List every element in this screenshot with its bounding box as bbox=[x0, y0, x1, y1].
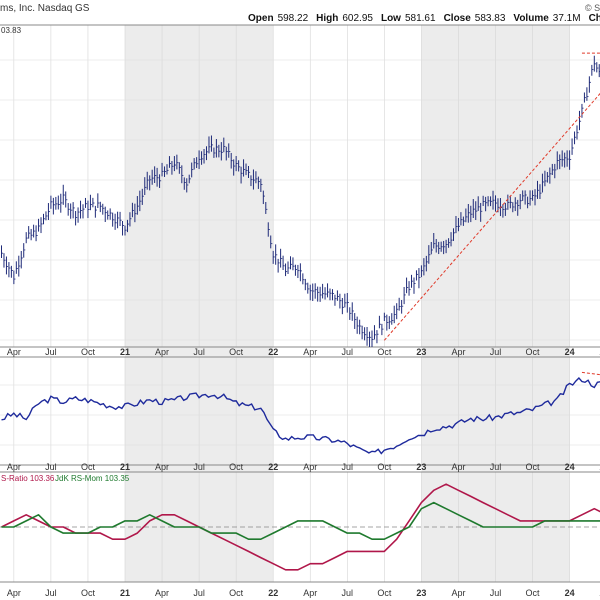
x-tick-label-2-10: Oct bbox=[377, 588, 392, 598]
x-tick-label-1-4: Apr bbox=[155, 462, 169, 472]
ohlc-key-low: Low bbox=[380, 13, 401, 24]
ohlc-readout: Open 598.22 High 602.95 Low 581.61 Close 583.83… bbox=[248, 13, 600, 24]
x-tick-label-2-14: Oct bbox=[526, 588, 541, 598]
rrg-lines bbox=[0, 483, 600, 571]
x-tick-label-0-13: Jul bbox=[490, 347, 502, 357]
panel-frames bbox=[0, 24, 600, 583]
x-tick-label-1-3: 21 bbox=[120, 462, 130, 472]
ohlc-value-open: 598.22 bbox=[277, 13, 309, 24]
chart-title: ms, Inc. Nasdaq GS bbox=[0, 3, 90, 14]
x-tick-label-2-2: Oct bbox=[81, 588, 96, 598]
x-tick-label-2-9: Jul bbox=[342, 588, 354, 598]
rrg-series-1 bbox=[1, 501, 600, 540]
x-tick-label-1-11: 23 bbox=[416, 462, 426, 472]
x-tick-label-2-1: Jul bbox=[45, 588, 57, 598]
rrg-legend-1: JdK RS-Mom 103.35 bbox=[55, 474, 130, 483]
ohlc-key-open: Open bbox=[248, 13, 274, 24]
x-tick-label-1-12: Apr bbox=[451, 462, 465, 472]
x-tick-label-2-4: Apr bbox=[155, 588, 169, 598]
rrg-legend-0: S-Ratio 103.36 bbox=[1, 474, 55, 483]
x-tick-label-1-15: 24 bbox=[565, 462, 575, 472]
x-tick-label-1-6: Oct bbox=[229, 462, 244, 472]
x-axis-labels: Apr Apr Apr Jul Jul Jul Oct Oct Oct 21 21 21 Apr Apr A… bbox=[7, 347, 600, 598]
watermark-text: © St bbox=[585, 3, 600, 13]
ohlc-key-high: High bbox=[316, 13, 339, 24]
x-tick-label-0-6: Oct bbox=[229, 347, 244, 357]
x-tick-label-0-14: Oct bbox=[526, 347, 541, 357]
rs-trendline-0 bbox=[581, 371, 600, 376]
rs-series-line bbox=[1, 376, 600, 455]
ohlc-key-close: Close bbox=[443, 13, 471, 24]
x-tick-label-0-11: 23 bbox=[416, 347, 426, 357]
price-trendlines bbox=[383, 52, 600, 341]
x-tick-label-1-2: Oct bbox=[81, 462, 96, 472]
x-tick-label-2-7: 22 bbox=[268, 588, 278, 598]
x-tick-label-0-8: Apr bbox=[303, 347, 317, 357]
x-tick-label-0-5: Jul bbox=[193, 347, 205, 357]
x-tick-label-0-7: 22 bbox=[268, 347, 278, 357]
price-bars bbox=[1, 55, 600, 347]
x-tick-label-0-1: Jul bbox=[45, 347, 57, 357]
x-tick-label-0-0: Apr bbox=[7, 347, 21, 357]
x-tick-label-2-0: Apr bbox=[7, 588, 21, 598]
rrg-legend: S-Ratio 103.36 JdK RS-Mom 103.35 bbox=[1, 474, 130, 483]
ohlc-key-chg: Chg bbox=[588, 13, 600, 24]
x-tick-label-2-15: 24 bbox=[565, 588, 575, 598]
x-tick-label-2-13: Jul bbox=[490, 588, 502, 598]
x-tick-label-1-5: Jul bbox=[193, 462, 205, 472]
x-tick-label-0-4: Apr bbox=[155, 347, 169, 357]
x-tick-label-1-14: Oct bbox=[526, 462, 541, 472]
x-tick-label-1-13: Jul bbox=[490, 462, 502, 472]
ohlc-value-volume: 37.1M bbox=[552, 13, 581, 24]
grid-lines bbox=[0, 25, 600, 582]
x-tick-label-0-9: Jul bbox=[342, 347, 354, 357]
x-tick-label-0-10: Oct bbox=[377, 347, 392, 357]
ohlc-key-volume: Volume bbox=[513, 13, 549, 24]
x-tick-label-1-8: Apr bbox=[303, 462, 317, 472]
x-tick-label-0-2: Oct bbox=[81, 347, 96, 357]
x-tick-label-1-1: Jul bbox=[45, 462, 57, 472]
price-trendline-0 bbox=[383, 92, 600, 341]
x-tick-label-2-11: 23 bbox=[416, 588, 426, 598]
x-tick-label-1-9: Jul bbox=[342, 462, 354, 472]
x-tick-label-2-6: Oct bbox=[229, 588, 244, 598]
x-tick-label-2-5: Jul bbox=[193, 588, 205, 598]
rs-trendline bbox=[581, 371, 600, 376]
x-tick-label-1-7: 22 bbox=[268, 462, 278, 472]
ohlc-value-high: 602.95 bbox=[342, 13, 373, 24]
x-tick-label-2-8: Apr bbox=[303, 588, 317, 598]
x-tick-label-1-10: Oct bbox=[377, 462, 392, 472]
x-tick-label-0-12: Apr bbox=[451, 347, 465, 357]
price-corner-label: 03.83 bbox=[1, 26, 22, 35]
x-tick-label-0-15: 24 bbox=[565, 347, 575, 357]
ohlc-value-low: 581.61 bbox=[404, 13, 436, 24]
x-tick-label-1-0: Apr bbox=[7, 462, 21, 472]
ohlc-value-close: 583.83 bbox=[474, 13, 506, 24]
rrg-series-0 bbox=[1, 483, 600, 571]
x-tick-label-2-3: 21 bbox=[120, 588, 130, 598]
rs-line bbox=[1, 376, 600, 455]
x-tick-label-0-3: 21 bbox=[120, 347, 130, 357]
x-tick-label-2-12: Apr bbox=[451, 588, 465, 598]
